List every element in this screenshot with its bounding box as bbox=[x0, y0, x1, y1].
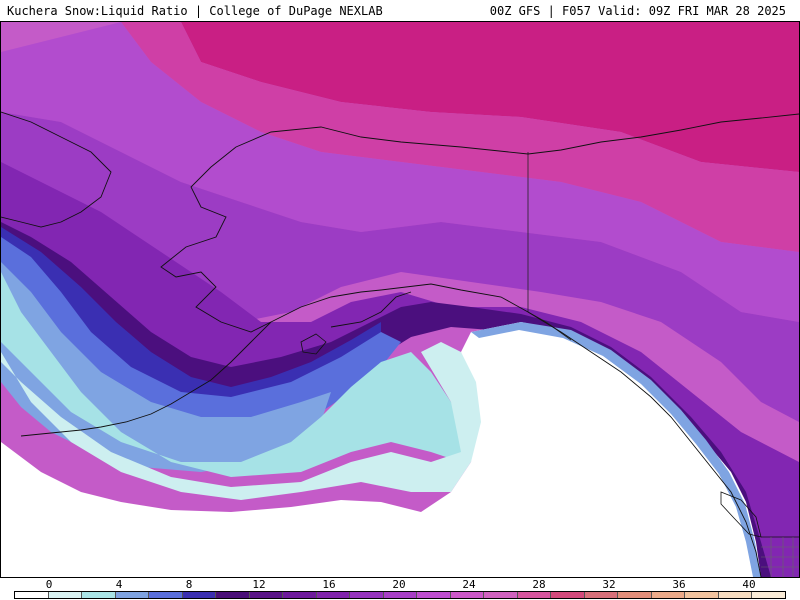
legend-tick-label: 20 bbox=[392, 578, 406, 591]
kodiak-island bbox=[300, 333, 327, 355]
field-no-precip bbox=[1, 322, 761, 577]
legend-tick-label: 24 bbox=[462, 578, 476, 591]
field-violet bbox=[1, 112, 799, 422]
legend-swatch bbox=[48, 592, 83, 598]
legend-swatch bbox=[82, 592, 116, 598]
chukotka-coast bbox=[1, 111, 112, 228]
legend-swatch bbox=[484, 592, 518, 598]
field-magenta bbox=[121, 22, 799, 252]
product-title: Kuchera Snow:Liquid Ratio | College of D… bbox=[7, 4, 383, 18]
legend-swatch bbox=[383, 592, 418, 598]
bc-coastline bbox=[527, 311, 762, 577]
legend-swatch bbox=[216, 592, 250, 598]
color-legend: 0 4 8 12 16 20 24 28 32 36 40 bbox=[0, 577, 800, 600]
legend-swatch bbox=[115, 592, 150, 598]
legend-swatch bbox=[752, 592, 785, 598]
legend-tick-labels: 0 4 8 12 16 20 24 28 32 36 40 bbox=[0, 578, 800, 591]
county-lines bbox=[761, 537, 799, 577]
legend-tick-label: 28 bbox=[532, 578, 546, 591]
legend-swatch bbox=[350, 592, 384, 598]
alaska-coastline bbox=[160, 126, 529, 333]
legend-tick-label: 0 bbox=[45, 578, 53, 591]
legend-swatch bbox=[718, 592, 753, 598]
legend-tick-label: 8 bbox=[185, 578, 193, 591]
legend-swatch bbox=[249, 592, 284, 598]
field-magenta-dark bbox=[181, 22, 799, 172]
legend-swatch bbox=[551, 592, 585, 598]
kenai-coast bbox=[330, 291, 412, 328]
legend-swatch bbox=[283, 592, 317, 598]
field-orchid bbox=[1, 22, 799, 322]
snow-ratio-map bbox=[1, 22, 799, 577]
legend-swatch bbox=[450, 592, 485, 598]
legend-colorbar bbox=[14, 591, 786, 599]
map-canvas bbox=[0, 22, 800, 577]
header-bar: Kuchera Snow:Liquid Ratio | College of D… bbox=[0, 0, 800, 22]
legend-swatch bbox=[517, 592, 552, 598]
legend-tick-label: 16 bbox=[322, 578, 336, 591]
field-cyan-light bbox=[1, 342, 491, 500]
legend-tick-label: 36 bbox=[672, 578, 686, 591]
legend-swatch bbox=[685, 592, 719, 598]
vancouver-island bbox=[720, 491, 762, 538]
legend-tick-label: 32 bbox=[602, 578, 616, 591]
legend-swatch bbox=[618, 592, 652, 598]
field-coastal-blue bbox=[471, 322, 761, 577]
field-cyan bbox=[1, 272, 471, 477]
legend-swatch bbox=[584, 592, 619, 598]
legend-tick-label: 4 bbox=[115, 578, 123, 591]
legend-swatch bbox=[15, 592, 49, 598]
legend-tick-label: 40 bbox=[742, 578, 756, 591]
arctic-coast-canada bbox=[527, 113, 799, 155]
legend-swatch bbox=[316, 592, 351, 598]
legend-swatch bbox=[149, 592, 183, 598]
legend-swatch bbox=[182, 592, 217, 598]
alaska-peninsula-coast bbox=[20, 321, 272, 437]
legend-tick-label: 12 bbox=[252, 578, 266, 591]
legend-swatch bbox=[417, 592, 451, 598]
legend-swatch bbox=[651, 592, 686, 598]
model-valid-time: 00Z GFS | F057 Valid: 09Z FRI MAR 28 202… bbox=[489, 4, 786, 18]
